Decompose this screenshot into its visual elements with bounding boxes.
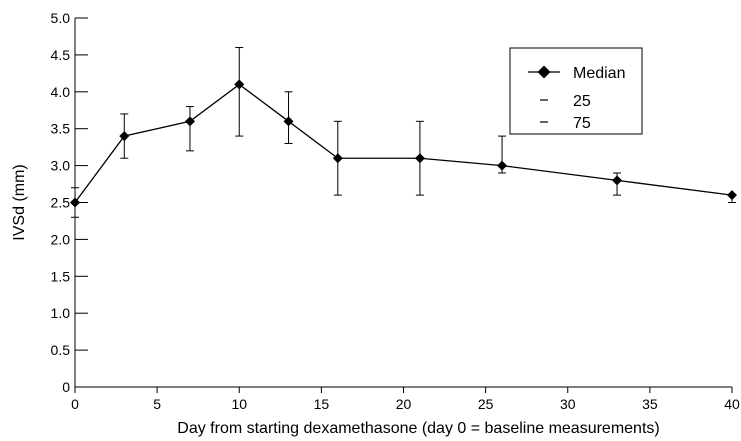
legend-box [509, 47, 643, 135]
x-tick-label: 15 [314, 396, 330, 412]
x-tick-label: 20 [396, 396, 412, 412]
x-tick-label: 25 [478, 396, 494, 412]
median-point [612, 175, 623, 186]
median-point [414, 153, 425, 164]
y-tick-label: 1.5 [51, 268, 71, 284]
median-point [184, 116, 195, 127]
legend-median-marker [537, 65, 551, 79]
x-tick-label: 30 [560, 396, 576, 412]
x-tick-label: 35 [642, 396, 658, 412]
median-point [283, 116, 294, 127]
legend-label-25: 25 [573, 93, 591, 110]
median-point [497, 160, 508, 171]
median-point [119, 131, 130, 142]
median-markers [70, 79, 737, 208]
y-tick-label: 1.0 [51, 305, 71, 321]
y-ticks: 0 0.5 1.0 1.5 2.0 2.5 3.0 3.5 4.0 4.5 5.0 [51, 10, 88, 395]
legend-label-median: Median [573, 65, 625, 82]
y-tick-label: 0 [62, 379, 70, 395]
x-tick-label: 5 [153, 396, 161, 412]
x-axis-title: Day from starting dexamethasone (day 0 =… [177, 420, 659, 437]
y-tick-label: 2.5 [51, 195, 71, 211]
median-point [70, 197, 80, 208]
median-point [234, 79, 245, 90]
median-point [332, 153, 343, 164]
median-point [727, 190, 737, 201]
median-line [74, 83, 733, 203]
x-tick-label: 0 [71, 396, 79, 412]
x-tick-label: 10 [231, 396, 247, 412]
y-axis-title: IVSd (mm) [11, 164, 28, 240]
legend: Median 25 75 [509, 47, 643, 135]
y-tick-label: 3.0 [51, 158, 71, 174]
legend-label-75: 75 [573, 115, 591, 132]
y-tick-label: 2.0 [51, 231, 71, 247]
x-ticks: 0 5 10 15 20 25 30 35 40 [71, 387, 740, 412]
x-tick-label: 40 [724, 396, 740, 412]
y-tick-label: 0.5 [51, 342, 71, 358]
y-tick-label: 3.5 [51, 121, 71, 137]
y-tick-label: 4.0 [51, 84, 71, 100]
y-tick-label: 4.5 [51, 47, 71, 63]
y-tick-label: 5.0 [51, 10, 71, 26]
